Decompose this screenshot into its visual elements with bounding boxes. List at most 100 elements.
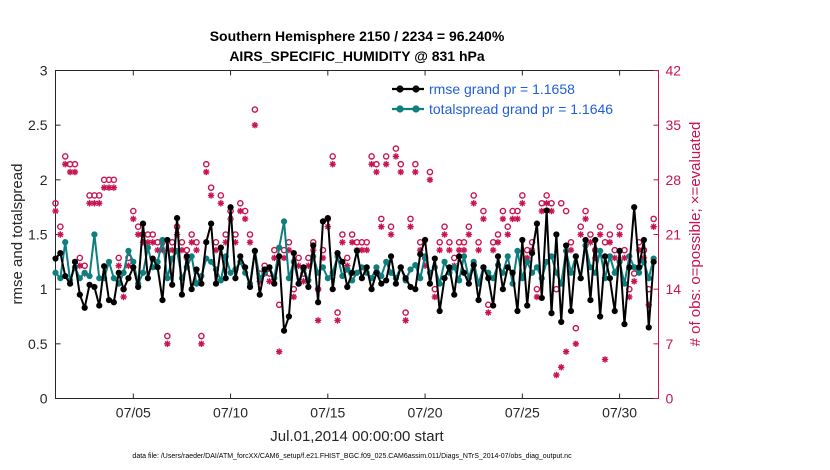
rmse-point xyxy=(222,275,229,282)
obs-evaluated-point xyxy=(499,215,507,223)
rmse-point xyxy=(71,258,79,265)
rmse-point xyxy=(183,253,190,260)
obs-evaluated-point xyxy=(71,168,79,176)
rmse-point xyxy=(460,269,468,276)
obs-possible-point xyxy=(475,239,482,246)
obs-evaluated-point xyxy=(130,215,137,223)
obs-evaluated-point xyxy=(577,231,584,238)
rmse-point xyxy=(110,299,117,306)
obs-evaluated-point xyxy=(178,246,186,254)
y-tick-label: 0.5 xyxy=(28,336,48,352)
rmse-point xyxy=(480,264,487,271)
totalspread-point xyxy=(407,266,414,273)
rmse-point xyxy=(392,280,400,287)
rmse-point xyxy=(383,277,390,284)
obs-possible-point xyxy=(441,223,448,230)
obs-possible-point xyxy=(582,207,589,215)
totalspread-point xyxy=(324,275,331,282)
obs-possible-point xyxy=(392,145,400,152)
totalspread-point xyxy=(276,244,283,251)
rmse-point xyxy=(597,313,604,320)
y-right-tick-label: 14 xyxy=(666,281,682,297)
obs-evaluated-point xyxy=(164,340,171,348)
totalspread-point xyxy=(159,236,166,244)
obs-possible-point xyxy=(519,192,526,199)
rmse-point xyxy=(577,275,584,282)
totalspread-point xyxy=(125,247,132,254)
obs-evaluated-point xyxy=(455,246,463,254)
y-tick-label: 2.5 xyxy=(28,117,48,133)
rmse-point xyxy=(470,262,477,269)
obs-evaluated-point xyxy=(62,161,69,168)
rmse-point xyxy=(363,264,370,271)
rmse-point xyxy=(436,307,443,315)
rmse-point xyxy=(358,275,365,282)
obs-possible-point xyxy=(606,231,614,238)
rmse-point xyxy=(120,286,127,293)
rmse-point xyxy=(582,236,589,244)
rmse-point xyxy=(645,324,652,331)
rmse-point xyxy=(441,275,448,282)
rmse-point xyxy=(130,264,137,271)
obs-possible-point xyxy=(567,239,575,246)
rmse-point xyxy=(57,249,64,257)
obs-possible-point xyxy=(397,160,405,168)
rmse-point xyxy=(115,269,122,276)
obs-possible-point xyxy=(543,192,550,199)
rmse-point xyxy=(509,269,516,276)
obs-evaluated-point xyxy=(339,239,346,246)
totalspread-point xyxy=(611,269,618,276)
obs-evaluated-point xyxy=(290,293,297,301)
obs-possible-point xyxy=(577,223,584,230)
obs-possible-point xyxy=(61,153,69,160)
obs-possible-point xyxy=(198,332,205,340)
legend-totalspread-label: totalspread grand pr = 1.1646 xyxy=(429,101,613,117)
rmse-point xyxy=(587,297,594,304)
obs-evaluated-point xyxy=(553,371,560,379)
rmse-point xyxy=(227,204,234,211)
rmse-point xyxy=(402,275,409,282)
obs-evaluated-point xyxy=(66,168,74,176)
totalspread-point xyxy=(120,269,127,276)
obs-possible-series xyxy=(52,106,657,340)
obs-evaluated-point xyxy=(329,161,336,168)
rmse-point xyxy=(412,286,419,293)
rmse-point xyxy=(635,264,643,271)
totalspread-point xyxy=(319,264,327,271)
totalspread-point xyxy=(451,264,458,271)
y-tick-label: 3 xyxy=(40,63,48,79)
obs-evaluated-point xyxy=(207,192,215,199)
obs-possible-point xyxy=(52,199,59,207)
rmse-point xyxy=(169,281,176,288)
y-tick-label: 1.5 xyxy=(28,227,48,243)
legend-rmse-label: rmse grand pr = 1.1658 xyxy=(429,81,575,97)
obs-evaluated-point xyxy=(606,239,614,246)
rmse-line xyxy=(54,206,655,332)
rmse-point xyxy=(91,283,98,291)
rmse-point xyxy=(616,247,623,254)
rmse-point xyxy=(261,266,268,273)
obs-possible-point xyxy=(329,153,336,160)
totalspread-point xyxy=(504,253,511,260)
obs-evaluated-point xyxy=(558,364,565,371)
rmse-point xyxy=(256,291,263,298)
rmse-point xyxy=(96,302,103,309)
totalspread-point xyxy=(353,269,361,276)
rmse-point xyxy=(295,280,302,287)
totalspread-point xyxy=(567,269,575,276)
obs-possible-point xyxy=(57,223,64,230)
rmse-point xyxy=(334,249,341,257)
rmse-point xyxy=(285,313,293,320)
obs-possible-point xyxy=(110,176,118,184)
obs-evaluated-point xyxy=(295,262,302,269)
rmse-point xyxy=(271,280,278,287)
rmse-point xyxy=(353,247,361,254)
obs-evaluated-point xyxy=(460,246,468,254)
obs-possible-point xyxy=(407,215,414,223)
obs-possible-point xyxy=(71,160,79,168)
rmse-point xyxy=(203,239,210,246)
obs-evaluated-point xyxy=(120,293,127,301)
rmse-point xyxy=(407,283,414,291)
x-axis: 07/05 07/10 07/15 07/20 07/25 07/30 xyxy=(116,70,637,421)
rmse-point xyxy=(314,299,322,306)
